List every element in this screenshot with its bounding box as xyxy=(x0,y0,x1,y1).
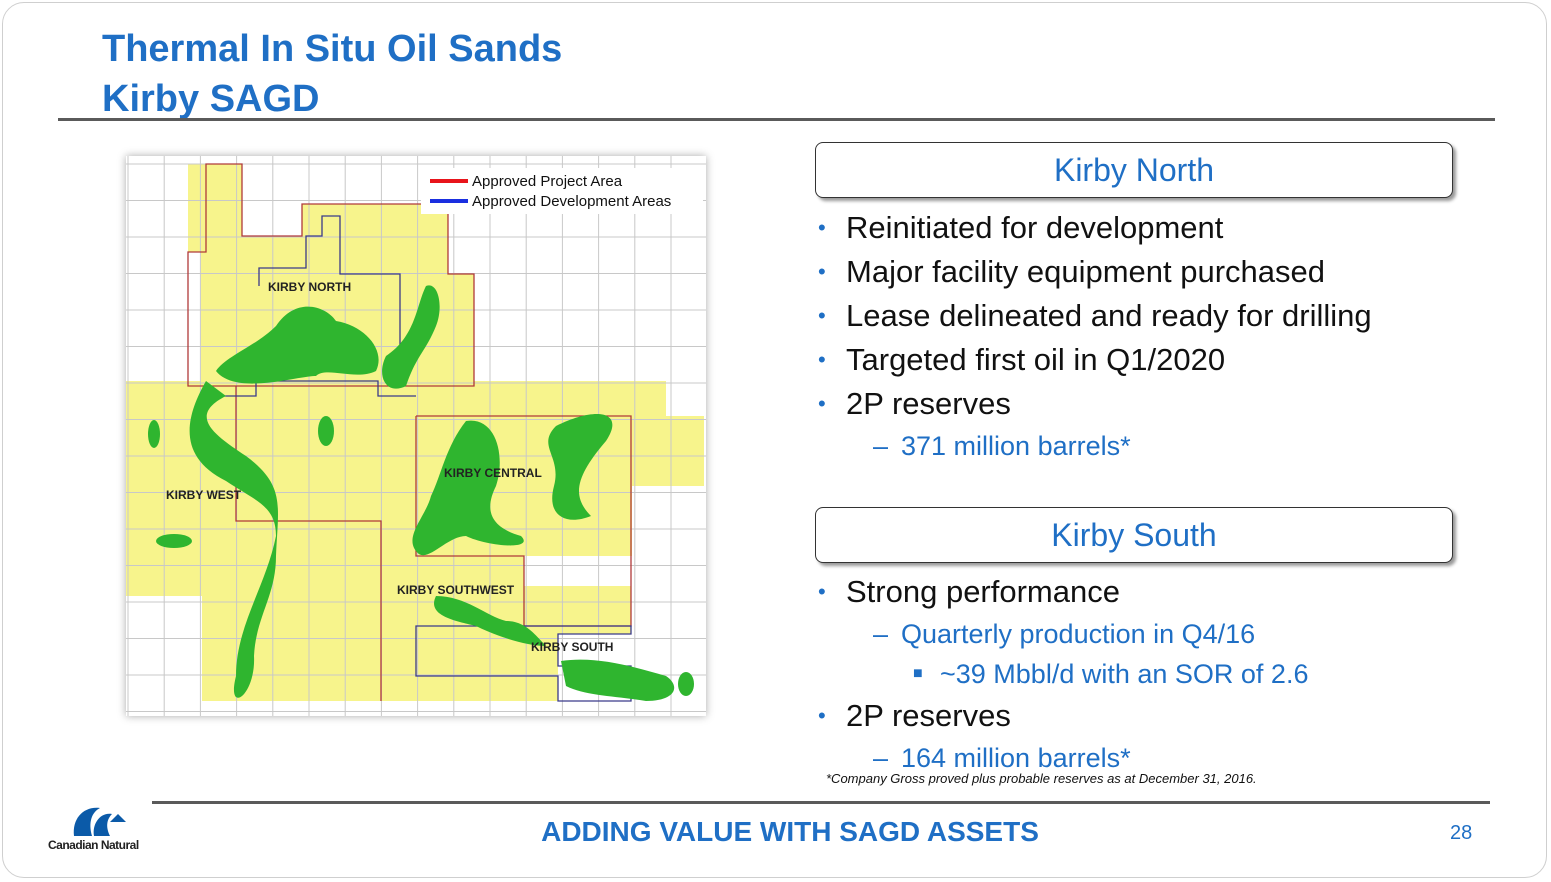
bullet-marker: • xyxy=(818,303,826,328)
bullet-marker: • xyxy=(818,259,826,284)
bullet-list: • Reinitiated for development • Major facil… xyxy=(815,206,1495,466)
logo-text: Canadian Natural xyxy=(48,838,139,852)
bullet-marker: • xyxy=(818,391,826,416)
map: Approved Project Area Approved Developme… xyxy=(126,156,706,716)
bullet-text: Targeted first oil in Q1/2020 xyxy=(846,342,1226,377)
bullet-item: • Lease delineated and ready for drilling xyxy=(815,294,1495,338)
title-rule xyxy=(58,118,1495,121)
bullet-item: • Reinitiated for development xyxy=(815,206,1495,250)
bullet-text: Major facility equipment purchased xyxy=(846,254,1326,289)
legend-label: Approved Project Area xyxy=(472,173,623,190)
bullet-list: • Strong performance – Quarterly production… xyxy=(815,570,1495,778)
bullet-item: • Major facility equipment purchased xyxy=(815,250,1495,294)
bullet-marker: • xyxy=(818,347,826,372)
bullet-marker: – xyxy=(873,619,889,649)
bullet-text: Reinitiated for development xyxy=(846,210,1224,245)
bullet-text: 371 million barrels* xyxy=(901,431,1131,461)
bullet-text: Lease delineated and ready for drilling xyxy=(846,298,1372,333)
bullet-item: • Strong performance xyxy=(815,570,1495,614)
title-line: Thermal In Situ Oil Sands xyxy=(102,28,563,70)
legend-label: Approved Development Areas xyxy=(472,193,671,210)
footer-rule xyxy=(152,801,1490,804)
page-number: 28 xyxy=(1450,822,1473,844)
bullet-text: 2P reserves xyxy=(846,386,1011,421)
bullet-marker: – xyxy=(873,431,889,461)
map-label: KIRBY SOUTHWEST xyxy=(397,583,515,597)
section-heading: Kirby South xyxy=(815,507,1453,563)
map-label: KIRBY WEST xyxy=(166,488,242,502)
bullet-item: –371 million barrels* xyxy=(815,426,1495,466)
map-label: KIRBY CENTRAL xyxy=(444,466,542,480)
bullet-item: ■ ~39 Mbbl/d with an SOR of 2.6 xyxy=(815,654,1495,694)
bullet-text: 164 million barrels* xyxy=(901,743,1131,773)
logo-mark xyxy=(73,807,126,836)
bullet-item: • Targeted first oil in Q1/2020 xyxy=(815,338,1495,382)
bullet-item: –164 million barrels* xyxy=(815,738,1495,778)
bullet-item: • 2P reserves xyxy=(815,694,1495,738)
bullet-text: Quarterly production in Q4/16 xyxy=(901,619,1256,649)
section-heading: Kirby North xyxy=(815,142,1453,198)
bullet-item: – Quarterly production in Q4/16 xyxy=(815,614,1495,654)
bullet-text: 2P reserves xyxy=(846,698,1011,733)
bullet-text: Strong performance xyxy=(846,574,1120,609)
map-label: KIRBY SOUTH xyxy=(531,640,613,654)
footnote: *Company Gross proved plus probable rese… xyxy=(826,771,1257,786)
title-line: Kirby SAGD xyxy=(102,78,320,120)
bullet-marker: – xyxy=(873,743,889,773)
bullet-marker: ■ xyxy=(913,665,923,682)
footer-tagline: ADDING VALUE WITH SAGD ASSETS xyxy=(541,816,1039,847)
bullet-marker: • xyxy=(818,579,826,604)
bullet-marker: • xyxy=(818,215,826,240)
bullet-item: • 2P reserves xyxy=(815,382,1495,426)
bullet-marker: • xyxy=(818,703,826,728)
map-label: KIRBY NORTH xyxy=(268,280,351,294)
bullet-text: ~39 Mbbl/d with an SOR of 2.6 xyxy=(940,659,1309,689)
legend-bg xyxy=(421,168,703,214)
